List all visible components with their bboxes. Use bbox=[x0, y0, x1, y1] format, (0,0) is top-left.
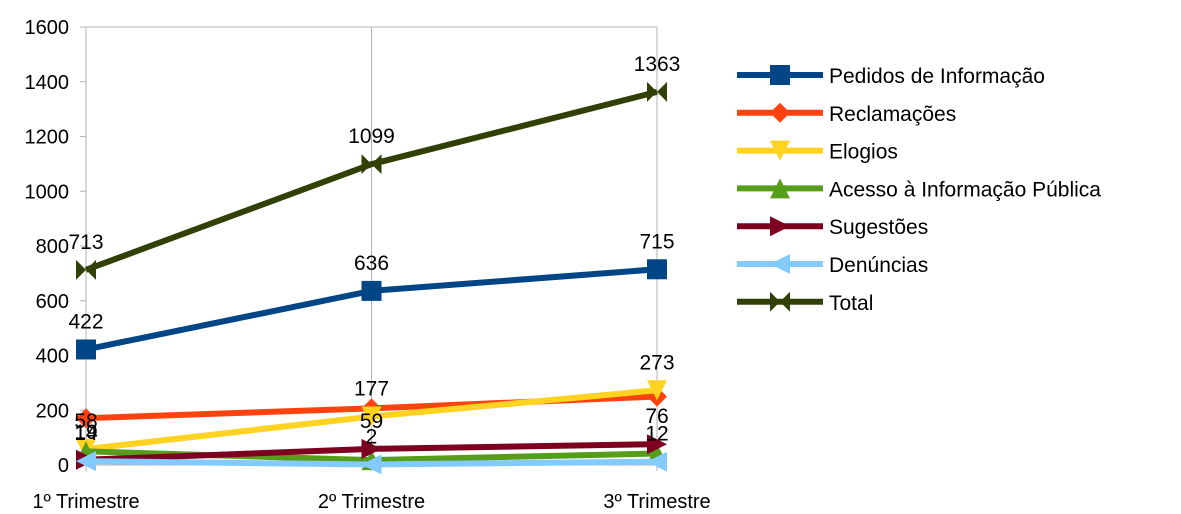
legend-item-pedidos-de-informacao: Pedidos de Informação bbox=[737, 65, 1045, 88]
legend-marker bbox=[770, 65, 790, 85]
legend-label: Elogios bbox=[829, 141, 898, 164]
y-tick-label: 1200 bbox=[25, 127, 70, 149]
legend-item-denuncias: Denúncias bbox=[737, 254, 928, 277]
data-point bbox=[76, 451, 96, 472]
legend-marker bbox=[770, 291, 790, 312]
y-tick-label: 800 bbox=[36, 236, 69, 258]
legend-marker bbox=[770, 178, 790, 199]
legend-label: Sugestões bbox=[829, 216, 928, 239]
data-label: 636 bbox=[354, 252, 389, 275]
data-label: 177 bbox=[354, 378, 389, 401]
y-tick-label: 400 bbox=[36, 346, 69, 368]
legend-label: Acesso à Informação Pública bbox=[829, 178, 1101, 201]
series-group bbox=[76, 81, 667, 475]
legend-marker bbox=[770, 254, 790, 274]
y-tick-label: 1600 bbox=[25, 17, 70, 39]
data-label: 713 bbox=[68, 231, 103, 254]
legend-item-acesso-a-informacao-publica: Acesso à Informação Pública bbox=[737, 178, 1101, 201]
series-denuncias bbox=[76, 451, 667, 475]
legend-marker bbox=[770, 216, 790, 237]
y-axis: 0 200 400 600 800 1000 1200 1400 1600 bbox=[25, 17, 86, 477]
data-label: 19 bbox=[74, 421, 97, 444]
y-tick-label: 600 bbox=[36, 291, 69, 313]
series-elogios bbox=[76, 380, 667, 460]
x-axis: 1º Trimestre 2º Trimestre 3º Trimestre bbox=[32, 465, 711, 513]
data-label: 715 bbox=[639, 230, 674, 253]
legend: Pedidos de Informação Reclamações Elogios A… bbox=[737, 65, 1101, 315]
legend-item-reclamacoes: Reclamações bbox=[737, 102, 956, 126]
data-point bbox=[647, 451, 667, 472]
legend-label: Reclamações bbox=[829, 103, 956, 126]
y-tick-label: 1400 bbox=[25, 72, 70, 94]
data-point bbox=[76, 259, 96, 280]
data-labels: 422 636 715 58 177 273 19 59 76 14 2 12 713 1099 1363 bbox=[68, 53, 680, 449]
x-tick-label: 3º Trimestre bbox=[603, 491, 710, 513]
legend-label: Denúncias bbox=[829, 254, 928, 277]
data-point bbox=[647, 81, 667, 102]
data-point bbox=[76, 408, 96, 429]
legend-item-sugestoes: Sugestões bbox=[737, 216, 928, 239]
legend-item-elogios: Elogios bbox=[737, 140, 898, 164]
data-point bbox=[361, 406, 382, 427]
series-pedidos-de-informacao bbox=[76, 259, 667, 360]
legend-marker bbox=[770, 140, 790, 161]
data-point bbox=[361, 438, 382, 459]
data-label: 58 bbox=[74, 410, 97, 433]
data-label: 1099 bbox=[348, 125, 395, 148]
data-label: 14 bbox=[74, 422, 98, 445]
data-point bbox=[361, 454, 382, 475]
data-label: 2 bbox=[366, 425, 378, 448]
y-tick-label: 0 bbox=[58, 455, 69, 477]
data-point bbox=[647, 259, 667, 280]
legend-item-total: Total bbox=[737, 291, 873, 315]
x-tick-label: 2º Trimestre bbox=[318, 491, 425, 513]
x-tick-label: 1º Trimestre bbox=[32, 491, 139, 513]
data-point bbox=[76, 339, 96, 360]
legend-marker bbox=[770, 102, 790, 123]
y-tick-label: 200 bbox=[36, 400, 69, 422]
data-point bbox=[361, 280, 382, 301]
data-label: 12 bbox=[645, 423, 668, 446]
legend-label: Pedidos de Informação bbox=[829, 65, 1045, 88]
legend-label: Total bbox=[829, 292, 873, 315]
data-label: 1363 bbox=[634, 53, 681, 76]
data-point bbox=[361, 154, 382, 175]
series-total bbox=[76, 81, 667, 280]
data-label: 422 bbox=[68, 310, 103, 333]
data-point bbox=[647, 380, 667, 401]
data-label: 273 bbox=[639, 351, 674, 374]
data-label: 76 bbox=[645, 405, 668, 428]
data-point bbox=[647, 434, 667, 455]
data-label: 59 bbox=[360, 410, 383, 433]
y-tick-label: 1000 bbox=[25, 181, 70, 203]
